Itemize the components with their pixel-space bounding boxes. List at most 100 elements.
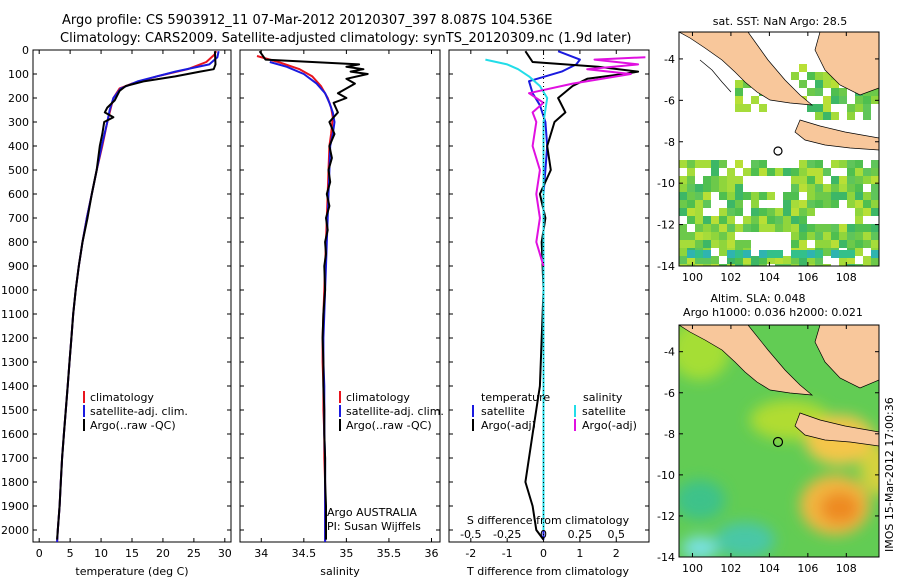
sst-cell — [863, 200, 871, 208]
sst-cell — [743, 104, 751, 112]
sst-cell — [727, 232, 735, 240]
sst-cell — [743, 250, 751, 258]
sst-cell — [839, 250, 847, 258]
sst-cell — [791, 232, 799, 240]
sst-cell — [847, 240, 855, 248]
sst-cell — [695, 264, 703, 266]
salinity-legend: climatology satellite-adj. clim. Argo(..… — [339, 391, 444, 432]
sst-cell — [719, 248, 727, 256]
sst-cell — [871, 160, 879, 168]
sst-cell — [799, 256, 807, 264]
sst-cell — [735, 200, 743, 208]
sst-cell — [823, 104, 831, 112]
sst-cell — [815, 200, 823, 208]
sst-cell — [735, 240, 743, 248]
sst-cell — [863, 192, 871, 200]
sst-cell — [815, 80, 823, 88]
sla-teal-2 — [715, 522, 775, 557]
sst-cell — [831, 192, 839, 200]
sst-cell — [847, 176, 855, 184]
series-line — [528, 56, 646, 267]
sst-cell — [799, 250, 807, 258]
sst-cell — [863, 264, 871, 266]
sst-cell — [759, 256, 767, 264]
depth-tick-label: 300 — [8, 116, 29, 129]
map-y-tick-label: -8 — [664, 428, 675, 441]
depth-tick-label: 1900 — [1, 500, 29, 513]
sst-cell — [871, 240, 879, 248]
sst-cell — [695, 160, 703, 168]
sst-cell — [703, 216, 711, 224]
depth-tick-label: 600 — [8, 188, 29, 201]
sumatra-land — [679, 32, 814, 106]
difference-series — [485, 50, 646, 542]
sst-cell — [871, 168, 879, 176]
depth-tick-label: 100 — [8, 68, 29, 81]
sst-cell — [687, 168, 695, 176]
map-x-tick-label: 104 — [759, 271, 780, 284]
sst-cell — [855, 200, 863, 208]
sst-cell — [815, 72, 823, 80]
sst-cell — [839, 264, 847, 266]
temperature-plot-frame — [32, 49, 232, 543]
sst-cell — [687, 176, 695, 184]
sst-cell — [847, 200, 855, 208]
s-tick-label: -0.25 — [493, 528, 521, 541]
sst-cell — [815, 192, 823, 200]
series-line — [56, 51, 217, 540]
sst-cell — [847, 160, 855, 168]
sst-cell — [839, 240, 847, 248]
sst-cell — [855, 248, 863, 256]
depth-tick-label: 1100 — [1, 308, 29, 321]
sst-cell — [855, 96, 863, 104]
sst-cell — [743, 256, 751, 264]
sst-cell — [855, 240, 863, 248]
coastline-detail — [699, 59, 732, 93]
sst-cell — [871, 256, 879, 264]
sst-cell — [831, 250, 839, 258]
map-x-tick-label: 104 — [759, 562, 780, 575]
sst-cell — [815, 184, 823, 192]
sla-map-axes: 100 102 104 106 108 -4 -6 -8 -10 -12 -14 — [657, 325, 879, 575]
sst-cell — [855, 232, 863, 240]
sla-yellow-3 — [860, 445, 879, 495]
salinity-plot-frame — [239, 49, 441, 543]
borneo-land — [814, 32, 879, 96]
temperature-series — [56, 50, 220, 542]
sst-cell — [831, 88, 839, 96]
sst-cell — [839, 96, 847, 104]
sst-cell — [751, 160, 759, 168]
depth-tick-label: 2000 — [1, 524, 29, 537]
x-tick-label: 30 — [218, 547, 232, 560]
sst-cell — [871, 192, 879, 200]
sst-cell — [799, 200, 807, 208]
sst-cell — [743, 240, 751, 248]
sst-cell — [807, 250, 815, 258]
sst-cell — [863, 176, 871, 184]
annotation-pi: PI: Susan Wijffels — [327, 520, 421, 533]
x-tick-label: 10 — [94, 547, 108, 560]
sst-cell — [759, 168, 767, 176]
sst-map-panel: sat. SST: NaN Argo: 28.5 100 102 104 106 108… — [657, 15, 880, 284]
legend-climatology: climatology — [346, 391, 410, 404]
sst-cell — [687, 208, 695, 216]
sst-cell — [767, 208, 775, 216]
depth-tick-label: 1400 — [1, 380, 29, 393]
sst-cell — [735, 208, 743, 216]
sst-cell — [679, 200, 687, 208]
sla-map-subtitle: Argo h1000: 0.036 h2000: 0.021 — [683, 306, 863, 319]
sst-cell — [847, 264, 855, 266]
sst-cell — [823, 96, 831, 104]
sst-cell — [735, 160, 743, 168]
sst-cell — [831, 232, 839, 240]
sst-cell — [815, 224, 823, 232]
sst-cell — [759, 208, 767, 216]
map-y-tick-label: -12 — [657, 510, 675, 523]
sst-cell — [799, 184, 807, 192]
sst-cell — [783, 208, 791, 216]
sst-cell — [727, 192, 735, 200]
sst-cell — [855, 264, 863, 266]
legend-s-argo: Argo(-adj) — [582, 419, 637, 432]
sst-cell — [807, 224, 815, 232]
